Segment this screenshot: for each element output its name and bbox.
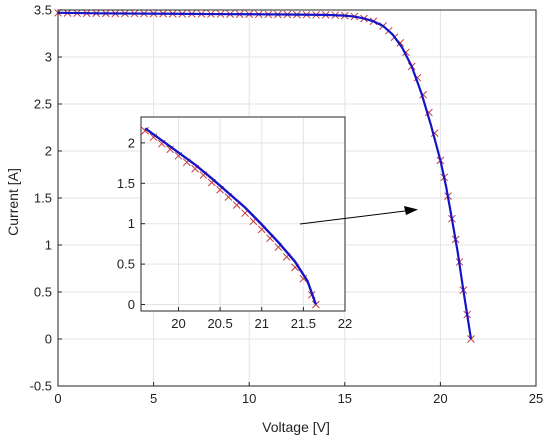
main-y-tick-label: 2.5 (34, 97, 52, 112)
main-x-tick-label: 15 (338, 391, 352, 406)
inset-y-tick-label: 0 (128, 297, 135, 312)
inset-y-tick-label: 0.5 (117, 257, 135, 272)
inset-x-tick-label: 22 (338, 316, 352, 331)
x-axis-label: Voltage [V] (262, 419, 330, 435)
main-x-tick-label: 10 (242, 391, 256, 406)
zoom-arrow-shaft (299, 210, 406, 225)
inset-y-tick-label: 1 (128, 216, 135, 231)
main-y-tick-label: 3.5 (34, 3, 52, 18)
inset-plot: 20 20.5 21 21.5 22 0 0.5 1 1.5 2 (117, 116, 352, 331)
main-y-tick-label: 3 (45, 50, 52, 65)
inset-axes-frame (140, 116, 346, 312)
main-y-tick-label: 0 (45, 332, 52, 347)
main-x-tick-label: 20 (433, 391, 447, 406)
main-y-tick-label: 0.5 (34, 285, 52, 300)
inset-x-tick-label: 20.5 (207, 316, 232, 331)
main-series-line (57, 11, 473, 340)
inset-x-tick-label: 21 (255, 316, 269, 331)
inset-y-tick-label: 2 (128, 135, 135, 150)
inset-series-line (144, 127, 317, 305)
inset-data-marker (141, 126, 150, 135)
zoom-arrow (299, 206, 418, 225)
main-y-tick-label: -0.5 (30, 379, 52, 394)
main-axes-frame (57, 9, 537, 387)
main-x-tick-label: 0 (54, 391, 61, 406)
y-axis-label: Current [A] (5, 168, 21, 236)
main-x-tick-label: 25 (529, 391, 543, 406)
main-y-tick-label: 2 (45, 144, 52, 159)
inset-y-tick-label: 1.5 (117, 176, 135, 191)
main-data-marker (467, 335, 475, 343)
zoom-arrow-head (404, 206, 418, 215)
inset-x-tick-label: 20 (171, 316, 185, 331)
main-y-tick-label: 1 (45, 238, 52, 253)
main-x-tick-label: 5 (150, 391, 157, 406)
main-axis-labels: Voltage [V] Current [A] (5, 168, 330, 435)
inset-x-tick-label: 21.5 (291, 316, 316, 331)
inset-data-marker (312, 300, 320, 309)
main-y-tick-label: 1.5 (34, 191, 52, 206)
